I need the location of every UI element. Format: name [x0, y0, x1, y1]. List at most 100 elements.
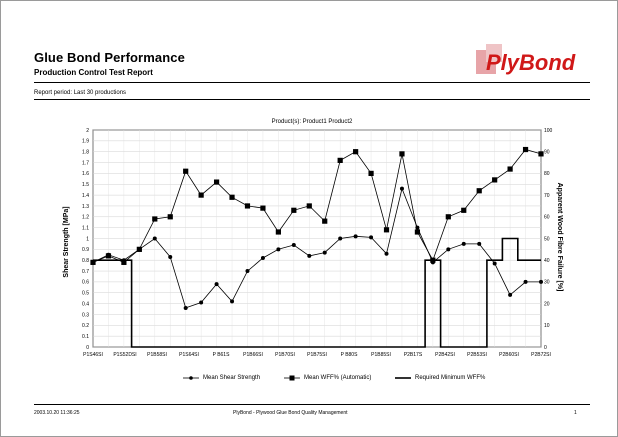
x-tick-label: P1S46SI	[83, 352, 103, 358]
y-right-tick-label: 80	[544, 171, 550, 177]
data-point-shear	[384, 251, 389, 256]
report-period: Report period: Last 30 productions	[34, 90, 127, 96]
y-tick-label: 0	[86, 345, 89, 351]
y-right-tick-label: 50	[544, 236, 550, 242]
y-tick-label: 1.8	[82, 150, 89, 156]
logo-text: PlyBond	[486, 50, 576, 75]
y-tick-label: 1.7	[82, 160, 89, 166]
data-point-wff	[152, 216, 158, 222]
data-point-shear	[276, 247, 281, 252]
plybond-logo: PlyBond	[476, 44, 590, 78]
data-point-wff	[244, 203, 251, 209]
x-tick-label: P B80S	[341, 352, 359, 358]
data-point-shear	[508, 292, 513, 297]
data-point-wff	[368, 170, 374, 176]
y-tick-label: 0.4	[82, 301, 89, 307]
report-subtitle: Production Control Test Report	[34, 68, 153, 77]
logo-shape-secondary	[486, 44, 502, 62]
data-point-wff	[136, 246, 142, 252]
data-point-wff	[353, 149, 359, 155]
legend-item-shear: Mean Shear Strength	[183, 373, 260, 383]
data-point-wff	[198, 192, 204, 198]
y-tick-label: 1.2	[82, 215, 89, 221]
footer-app-name: PlyBond - Plywood Glue Bond Quality Mana…	[233, 410, 348, 416]
y-tick-label: 1	[86, 236, 89, 242]
data-point-shear	[260, 256, 265, 261]
header-divider	[34, 82, 590, 83]
data-point-wff	[538, 151, 544, 157]
y-tick-label: 0.6	[82, 280, 89, 286]
data-point-shear	[199, 300, 204, 305]
data-point-wff	[229, 194, 235, 200]
data-point-shear	[230, 299, 235, 304]
data-point-shear	[214, 282, 219, 287]
series-line-wff	[92, 149, 542, 263]
y-tick-label: 0.1	[82, 334, 89, 340]
data-point-wff	[322, 218, 328, 224]
y-right-tick-label: 30	[544, 280, 550, 286]
data-point-wff	[383, 227, 390, 233]
data-point-wff	[522, 146, 529, 153]
chart-title: Product(s): Product1 Product2	[272, 119, 353, 125]
data-point-shear	[183, 305, 188, 310]
x-tick-label: P1S64SI	[179, 352, 199, 358]
data-point-wff	[337, 157, 343, 163]
data-point-shear	[307, 253, 312, 258]
chart-axes: 0 0.1 0.2 0.3 0.4 0.5 0.6 0.7 0.8 0.9 1 1.1 1.2 1.3 1.…	[82, 128, 553, 358]
data-point-wff	[90, 259, 96, 265]
data-point-wff	[399, 151, 405, 157]
x-tick-label: P2B17S	[404, 352, 423, 358]
legend-item-required: Required Minimum WFF%	[395, 373, 485, 383]
data-point-wff	[306, 203, 312, 209]
footer-divider	[34, 404, 590, 405]
data-point-wff	[260, 205, 266, 211]
data-point-shear	[168, 254, 173, 259]
y-tick-label: 1.4	[82, 193, 89, 199]
y-right-tick-label: 40	[544, 258, 550, 264]
chart-grid	[92, 129, 542, 348]
y-right-tick-label: 20	[544, 301, 550, 307]
data-point-shear	[152, 236, 157, 241]
data-point-wff	[121, 259, 127, 265]
x-tick-label: P1B70SI	[275, 352, 295, 358]
data-point-shear	[369, 235, 374, 240]
y-tick-label: 1.1	[82, 225, 89, 231]
data-point-shear	[492, 261, 497, 266]
y-tick-label: 2	[86, 128, 89, 134]
data-point-shear	[399, 186, 404, 191]
y-right-tick-label: 0	[544, 345, 547, 351]
data-point-wff	[445, 214, 451, 220]
data-point-wff	[492, 177, 498, 183]
y-tick-label: 1.9	[82, 139, 89, 145]
y-right-tick-label: 70	[544, 193, 550, 199]
legend-label-shear: Mean Shear Strength	[203, 375, 261, 381]
legend-label-required: Required Minimum WFF%	[415, 375, 486, 381]
data-point-wff	[105, 253, 112, 259]
series-line-shear	[92, 187, 541, 309]
legend-swatch-required	[395, 377, 411, 379]
footer-timestamp: 2003.10.20 11:36:25	[34, 410, 80, 416]
x-tick-label: P1S52DSI	[113, 352, 136, 358]
legend-swatch-shear	[183, 376, 199, 380]
data-point-shear	[291, 243, 296, 248]
data-point-wff	[414, 229, 421, 235]
data-point-wff	[291, 207, 297, 213]
data-point-shear	[338, 236, 343, 241]
y-right-tick-label: 100	[544, 128, 553, 134]
y-axis-right-label: Apparent Wood Fibre Failure [%]	[556, 183, 563, 292]
y-right-tick-label: 60	[544, 215, 550, 221]
legend-swatch-wff	[284, 375, 300, 381]
y-tick-label: 0.9	[82, 247, 89, 253]
data-point-shear	[461, 241, 466, 246]
data-point-shear	[245, 269, 250, 274]
y-tick-label: 0.3	[82, 312, 89, 318]
data-point-shear	[539, 279, 543, 284]
y-tick-label: 0.5	[82, 291, 89, 297]
x-tick-label: P2B42SI	[435, 352, 455, 358]
legend-label-wff: Mean WFF% (Automatic)	[304, 375, 372, 381]
y-tick-label: 0.2	[82, 323, 89, 329]
data-point-wff	[507, 166, 513, 172]
data-point-shear	[353, 234, 358, 239]
